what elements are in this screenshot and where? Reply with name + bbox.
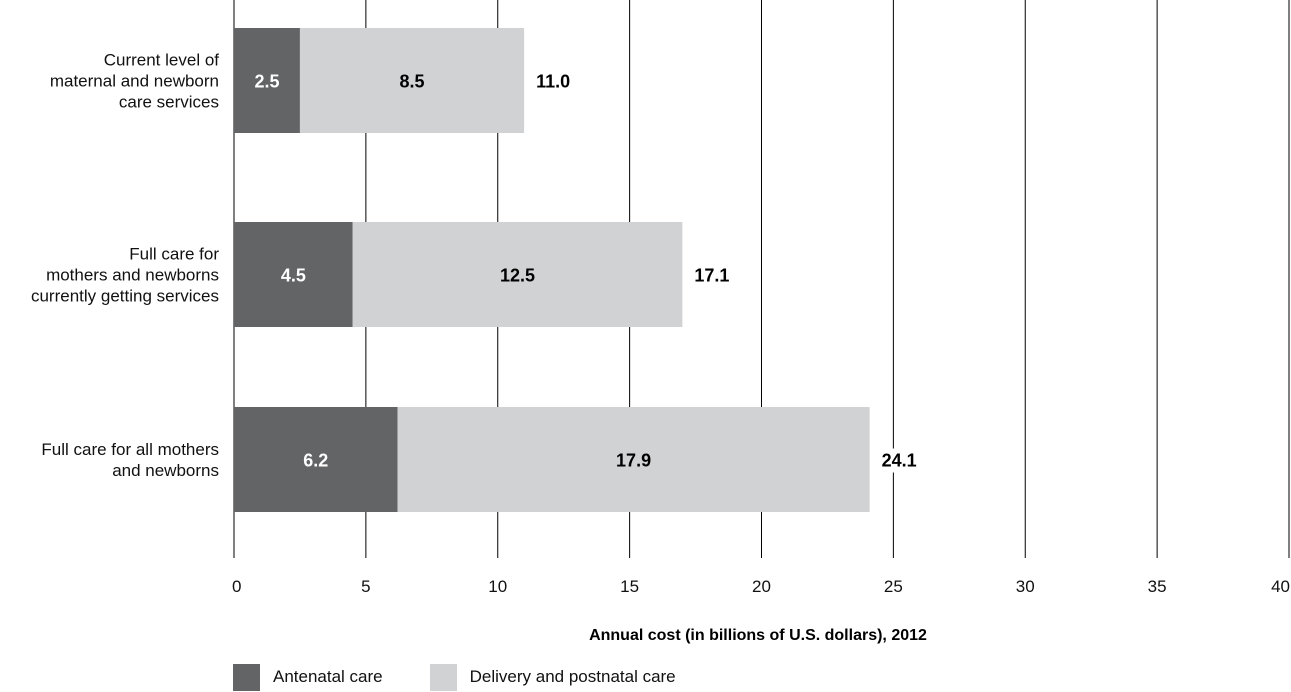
legend-swatch-delivery [429,663,457,691]
category-label: Current level of maternal and newborn care… [50,51,219,112]
labels: 0 5 10 15 20 25 30 35 40 Current level of maternal… [31,51,1290,597]
bar-segment [352,222,683,327]
x-tick-label: 25 [884,577,903,596]
total-label-backing [533,69,574,94]
x-tick-label: 10 [488,577,507,596]
bar-segment [234,407,398,512]
legend-item-delivery: Delivery and postnatal care [429,663,676,691]
legend-label-antenatal: Antenatal care [273,667,383,686]
x-tick-label: 30 [1016,577,1035,596]
x-tick-label: 15 [620,577,639,596]
total-label-backing [691,263,733,288]
segment-value-label: 17.9 [616,451,651,471]
total-value-label: 11.0 [536,72,570,92]
segment-value-label: 4.5 [281,266,306,286]
category-label: Full care for all mothers and newborns [41,440,219,480]
bar-segment [397,407,870,512]
x-tick-label: 20 [752,577,771,596]
bar-segment [234,222,353,327]
x-tick-label: 0 [232,577,241,596]
segment-value-label: 8.5 [400,72,425,92]
x-tick-label: 5 [361,577,370,596]
bar-segment [234,28,300,133]
legend-label-delivery: Delivery and postnatal care [469,667,676,686]
chart: 0 5 10 15 20 25 30 35 40 Current level of maternal… [31,0,1290,644]
total-value-label: 24.1 [882,451,917,471]
legend-swatch-antenatal [233,663,260,691]
legend-item-antenatal: Antenatal care [233,663,383,691]
segment-value-label: 12.5 [500,266,535,286]
segment-value-label: 2.5 [254,72,279,92]
category-label: Full care for mothers and newborns current… [31,245,219,306]
x-tick-label: 40 [1271,577,1290,596]
legend: Antenatal care Delivery and postnatal ca… [233,662,723,692]
bars [234,28,870,512]
total-value-label: 17.1 [694,266,729,286]
x-axis-title: Annual cost (in billions of U.S. dollars… [589,627,927,644]
bar-segment [299,28,525,133]
segment-value-label: 6.2 [303,451,328,471]
total-label-backing [878,448,920,473]
x-tick-label: 35 [1148,577,1167,596]
